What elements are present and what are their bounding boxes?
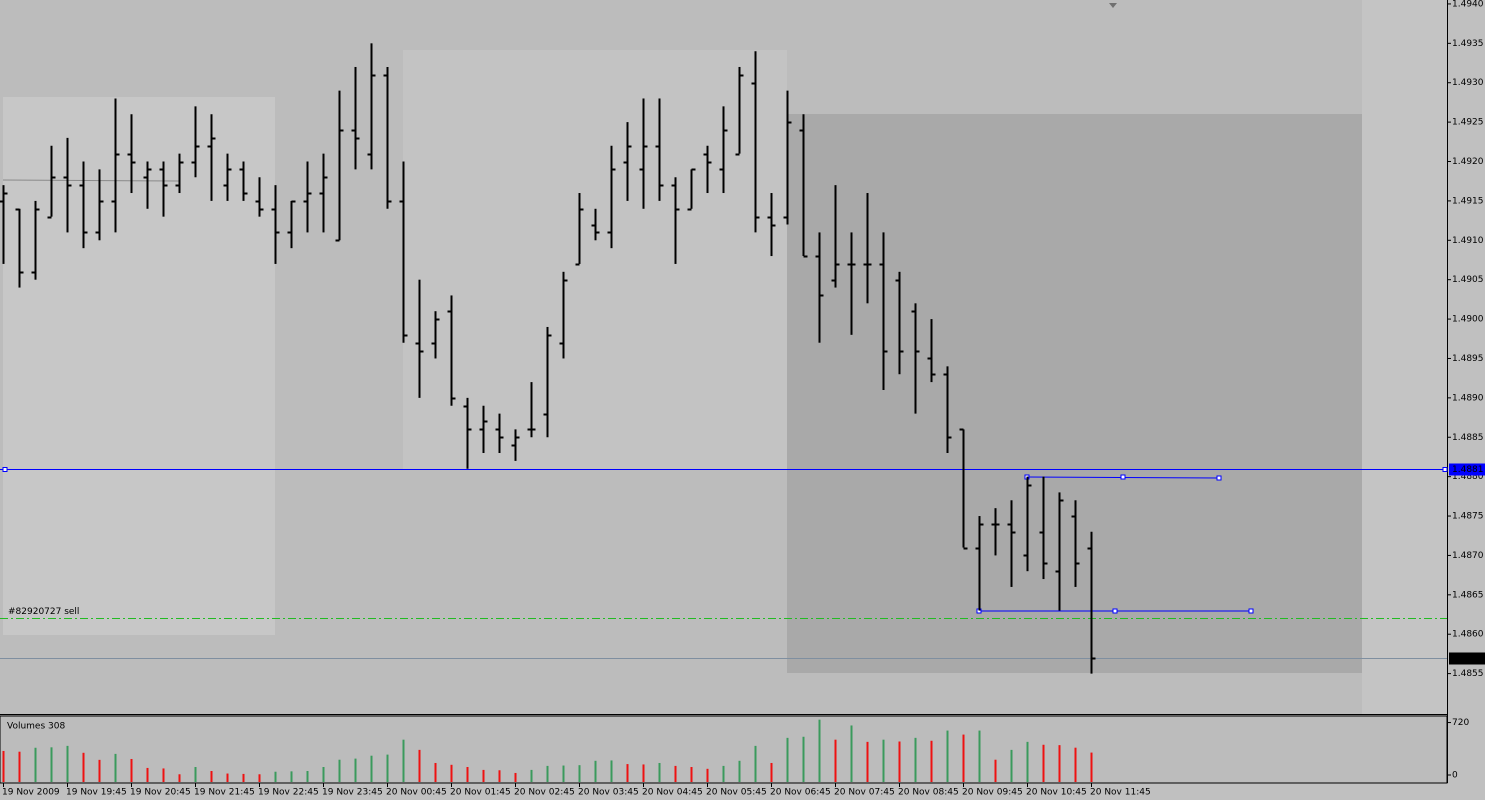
- x-tick-label: 20 Nov 09:45: [962, 788, 1023, 798]
- indicator-line: [2, 179, 181, 182]
- price-handle: [2, 467, 8, 472]
- y-tick-label: 1.4915: [1452, 196, 1484, 206]
- y-tick-label: 1.4885: [1452, 433, 1484, 443]
- order-label: #82920727 sell: [8, 607, 79, 617]
- y-tick-label: 1.4925: [1452, 118, 1484, 128]
- y-tick-label: 1.4940: [1452, 0, 1484, 9]
- x-tick-label: 20 Nov 01:45: [450, 788, 511, 798]
- y-tick-label: 1.4910: [1452, 236, 1484, 246]
- y-tick-label: 1.4930: [1452, 78, 1484, 88]
- y-tick-label: 1.4905: [1452, 275, 1484, 285]
- y-tick-label: 1.4920: [1452, 157, 1484, 167]
- y-tick-label: 1.4935: [1452, 39, 1484, 49]
- y-tick-label: 1.4870: [1452, 551, 1484, 561]
- x-tick-label: 20 Nov 05:45: [706, 788, 767, 798]
- y-tick-label: 1.4880: [1452, 472, 1484, 482]
- x-tick-label: 20 Nov 08:45: [898, 788, 959, 798]
- bid-tag: [1449, 652, 1485, 665]
- y-tick-label: 1.4900: [1452, 315, 1484, 325]
- volume-tick-label: 0: [1452, 771, 1458, 781]
- y-tick-label: 1.4875: [1452, 512, 1484, 522]
- session-box: [787, 114, 1362, 673]
- x-tick-label: 20 Nov 06:45: [770, 788, 831, 798]
- x-tick-label: 20 Nov 11:45: [1090, 788, 1151, 798]
- price-handle: [1442, 467, 1448, 472]
- volume-tick-label: 720: [1452, 718, 1469, 728]
- session-box: [403, 50, 787, 470]
- x-tick-label: 19 Nov 2009: [2, 788, 60, 798]
- y-tick-label: 1.4855: [1452, 669, 1484, 679]
- future-area: [1362, 0, 1447, 714]
- price-line-label: 1.4881: [1452, 465, 1484, 475]
- x-tick-label: 20 Nov 02:45: [514, 788, 575, 798]
- y-tick-label: 1.4860: [1452, 630, 1484, 640]
- shift-marker: [1109, 3, 1117, 8]
- x-tick-label: 19 Nov 22:45: [258, 788, 319, 798]
- volume-title: Volumes 308: [7, 722, 65, 732]
- x-tick-label: 20 Nov 10:45: [1026, 788, 1087, 798]
- x-tick-label: 19 Nov 21:45: [194, 788, 255, 798]
- x-tick-label: 19 Nov 20:45: [130, 788, 191, 798]
- x-tick-label: 20 Nov 00:45: [386, 788, 447, 798]
- price-line-tag: [1449, 463, 1485, 476]
- bid-label: 1.4857: [1452, 654, 1484, 664]
- x-tick-label: 19 Nov 23:45: [322, 788, 383, 798]
- y-tick-label: 1.4890: [1452, 393, 1484, 403]
- x-tick-label: 20 Nov 03:45: [578, 788, 639, 798]
- x-tick-label: 20 Nov 07:45: [834, 788, 895, 798]
- session-box: [3, 97, 275, 635]
- x-tick-label: 20 Nov 04:45: [642, 788, 703, 798]
- x-tick-label: 19 Nov 19:45: [66, 788, 127, 798]
- trend-handles: [976, 474, 1254, 614]
- y-tick-label: 1.4895: [1452, 354, 1484, 364]
- y-tick-label: 1.4865: [1452, 590, 1484, 600]
